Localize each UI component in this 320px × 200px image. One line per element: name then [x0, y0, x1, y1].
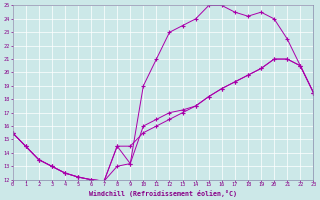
X-axis label: Windchill (Refroidissement éolien,°C): Windchill (Refroidissement éolien,°C): [89, 190, 237, 197]
